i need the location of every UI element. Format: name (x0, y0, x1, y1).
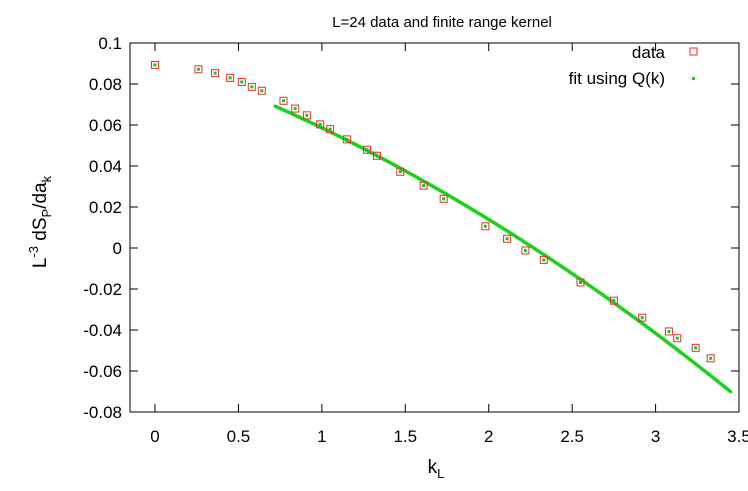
data-point-center (319, 123, 322, 126)
y-tick-label: -0.08 (83, 403, 122, 422)
x-tick-label: 1.5 (393, 427, 417, 446)
x-tick-label: 2 (484, 427, 493, 446)
data-point-center (709, 357, 712, 360)
data-point-center (506, 237, 509, 240)
x-tick-label: 2.5 (560, 427, 584, 446)
y-tick-label: 0 (113, 239, 122, 258)
data-point-center (694, 346, 697, 349)
fit-point (729, 390, 732, 393)
data-point-center (524, 249, 527, 252)
data-point-center (305, 114, 308, 117)
data-point-center (579, 281, 582, 284)
legend-marker-fit (692, 77, 695, 80)
chart-title: L=24 data and finite range kernel (332, 14, 552, 31)
data-point-center (260, 89, 263, 92)
data-point-center (294, 107, 297, 110)
legend-label-data: data (632, 43, 666, 62)
data-point-center (229, 76, 232, 79)
data-point-center (484, 225, 487, 228)
y-tick-label: 0.1 (98, 34, 122, 53)
data-point-center (345, 138, 348, 141)
y-tick-label: 0.04 (89, 157, 122, 176)
x-tick-label: 0 (150, 427, 159, 446)
y-tick-label: -0.02 (83, 280, 122, 299)
data-point-center (250, 85, 253, 88)
data-point-center (375, 154, 378, 157)
data-point-center (442, 197, 445, 200)
data-point-center (282, 99, 285, 102)
data-point-center (154, 63, 157, 66)
y-tick-label: -0.06 (83, 362, 122, 381)
data-point-center (676, 337, 679, 340)
x-tick-label: 0.5 (227, 427, 251, 446)
y-tick-label: 0.08 (89, 75, 122, 94)
data-point-center (422, 184, 425, 187)
data-point-center (365, 148, 368, 151)
x-tick-label: 1 (317, 427, 326, 446)
y-tick-label: -0.04 (83, 321, 122, 340)
data-point-center (612, 299, 615, 302)
y-tick-label: 0.06 (89, 116, 122, 135)
x-tick-label: 3 (651, 427, 660, 446)
x-tick-label: 3.5 (727, 427, 748, 446)
data-point-center (329, 128, 332, 131)
data-point-center (197, 68, 200, 71)
data-point-center (667, 330, 670, 333)
legend-label-fit: fit using Q(k) (569, 69, 665, 88)
y-tick-label: 0.02 (89, 198, 122, 217)
data-point-center (641, 316, 644, 319)
data-point-center (542, 258, 545, 261)
data-point-center (240, 80, 243, 83)
data-point-center (399, 170, 402, 173)
data-point-center (214, 72, 217, 75)
